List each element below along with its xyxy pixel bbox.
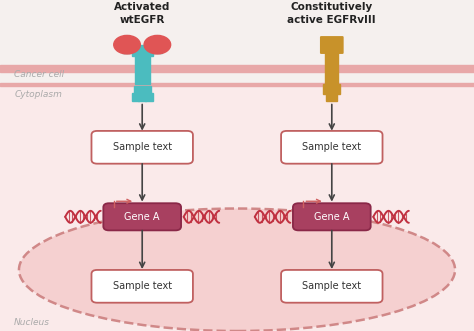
FancyBboxPatch shape xyxy=(281,131,383,164)
Polygon shape xyxy=(323,84,340,94)
Text: Sample text: Sample text xyxy=(302,142,361,152)
Text: Sample text: Sample text xyxy=(113,142,172,152)
Text: wtEGFR: wtEGFR xyxy=(119,15,165,25)
FancyBboxPatch shape xyxy=(293,203,371,230)
FancyBboxPatch shape xyxy=(91,131,193,164)
Polygon shape xyxy=(135,56,150,84)
Polygon shape xyxy=(326,94,337,101)
Text: Sample text: Sample text xyxy=(113,281,172,291)
Polygon shape xyxy=(122,45,162,56)
Circle shape xyxy=(144,35,171,54)
Polygon shape xyxy=(325,53,338,84)
FancyBboxPatch shape xyxy=(91,270,193,303)
Text: Activated: Activated xyxy=(114,2,170,12)
Text: Cytoplasm: Cytoplasm xyxy=(14,90,62,99)
Bar xyxy=(0,65,474,72)
Text: Cancer cell: Cancer cell xyxy=(14,70,64,79)
Polygon shape xyxy=(145,93,153,101)
Bar xyxy=(0,84,474,331)
Bar xyxy=(0,0,474,68)
Text: Nucleus: Nucleus xyxy=(14,318,50,327)
Polygon shape xyxy=(132,93,139,101)
Text: Gene A: Gene A xyxy=(125,212,160,222)
FancyBboxPatch shape xyxy=(103,203,181,230)
Text: Constitutively: Constitutively xyxy=(291,2,373,12)
Text: active EGFRvIII: active EGFRvIII xyxy=(288,15,376,25)
Text: Gene A: Gene A xyxy=(314,212,349,222)
Circle shape xyxy=(114,35,140,54)
Text: Sample text: Sample text xyxy=(302,281,361,291)
FancyBboxPatch shape xyxy=(281,270,383,303)
Polygon shape xyxy=(134,86,151,101)
Bar xyxy=(0,83,474,86)
Ellipse shape xyxy=(19,209,455,331)
FancyBboxPatch shape xyxy=(320,36,344,54)
